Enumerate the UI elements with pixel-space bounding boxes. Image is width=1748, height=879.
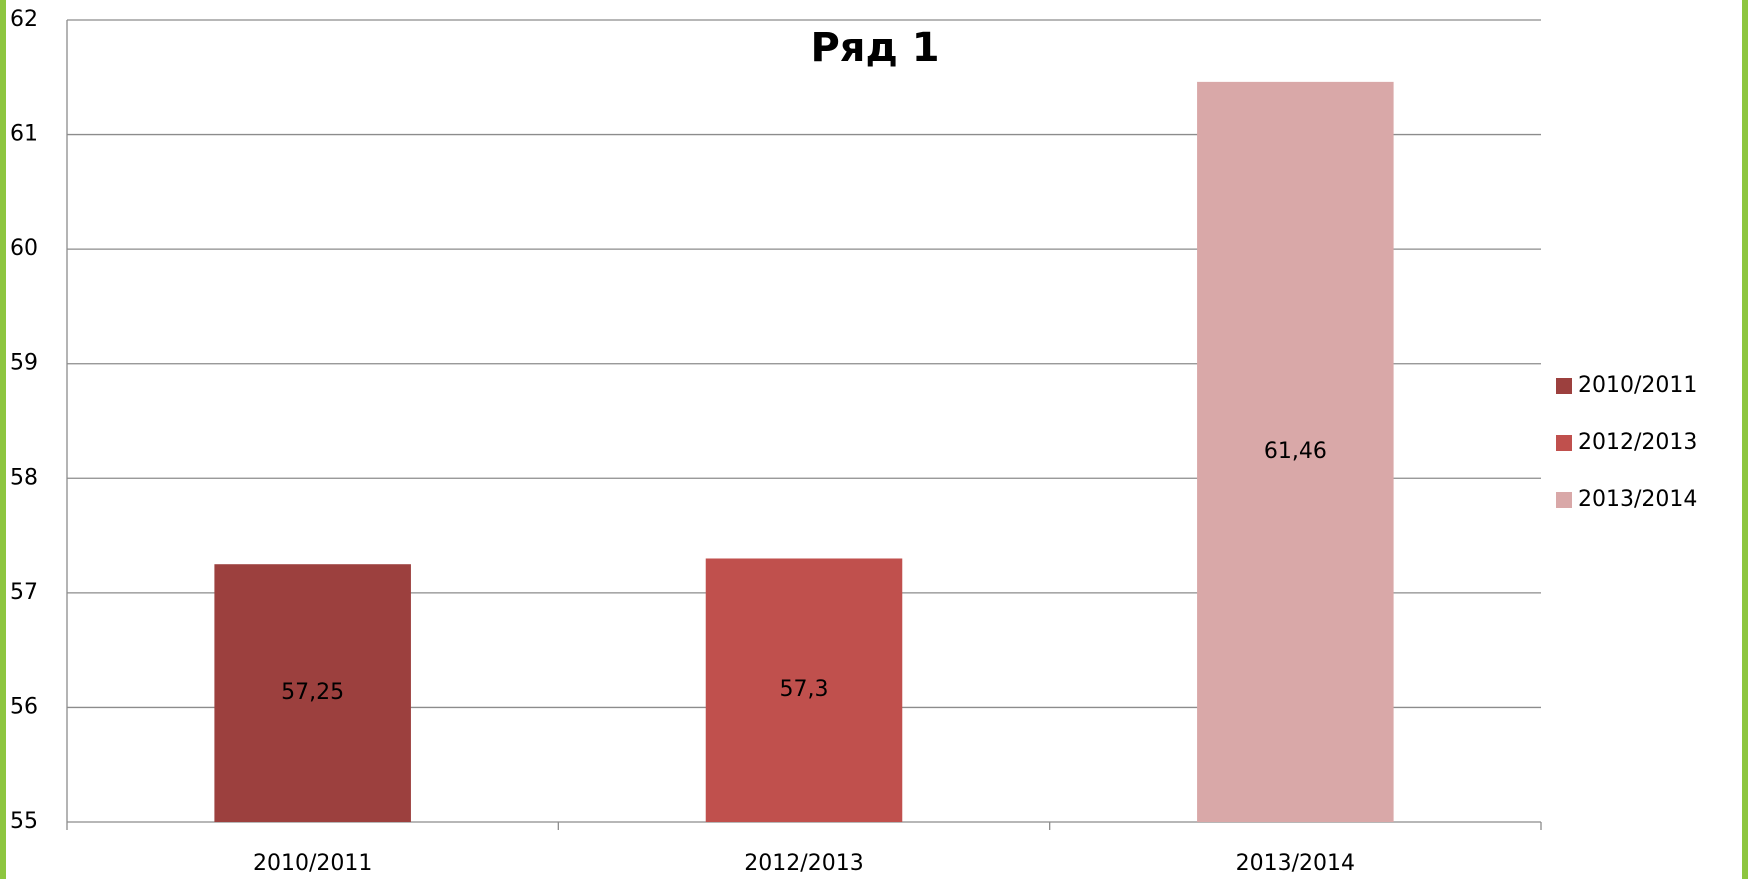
legend-swatch xyxy=(1556,435,1572,451)
y-tick-label: 62 xyxy=(10,7,38,32)
bar xyxy=(705,558,903,822)
slide-edge-left xyxy=(0,0,6,879)
y-tick-label: 57 xyxy=(10,580,38,605)
data-label: 57,25 xyxy=(281,680,344,705)
bar xyxy=(1197,81,1394,822)
data-label: 61,46 xyxy=(1264,439,1327,464)
x-tick-label: 2012/2013 xyxy=(744,851,863,876)
legend-label: 2012/2013 xyxy=(1578,430,1697,455)
y-tick-label: 55 xyxy=(10,809,38,834)
legend-swatch xyxy=(1556,378,1572,394)
bar xyxy=(214,564,411,822)
chart-title: Ряд 1 xyxy=(810,25,939,71)
x-tick-label: 2013/2014 xyxy=(1236,851,1355,876)
y-tick-label: 56 xyxy=(10,694,38,719)
y-tick-label: 61 xyxy=(10,122,38,147)
y-tick-label: 58 xyxy=(10,465,38,490)
data-label: 57,3 xyxy=(780,677,829,702)
y-tick-label: 60 xyxy=(10,236,38,261)
x-tick-label: 2010/2011 xyxy=(253,851,372,876)
legend-label: 2013/2014 xyxy=(1578,487,1697,512)
y-tick-label: 59 xyxy=(10,351,38,376)
legend-swatch xyxy=(1556,492,1572,508)
slide-edge-right xyxy=(1742,0,1748,879)
legend-label: 2010/2011 xyxy=(1578,373,1697,398)
